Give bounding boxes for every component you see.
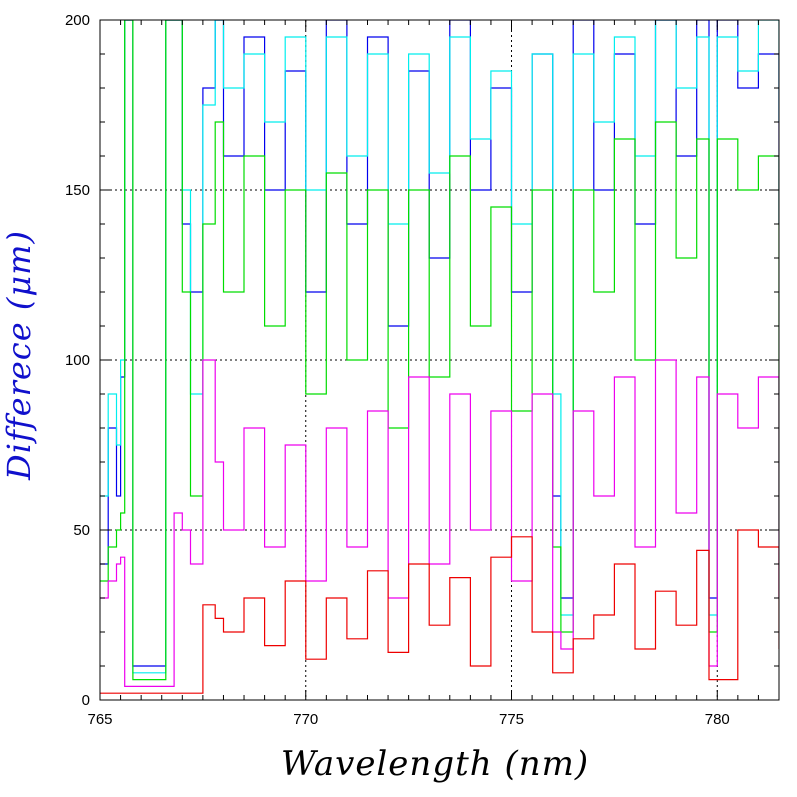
series-line-4 (100, 529, 779, 694)
x-axis-title: Wavelength (nm) (281, 744, 589, 784)
y-tick-label: 0 (82, 692, 90, 709)
y-tick-label: 50 (73, 522, 90, 539)
axis-ticks (99, 19, 780, 701)
grid-lines (100, 20, 779, 700)
series-line-1 (100, 20, 779, 674)
y-tick-label: 200 (65, 12, 90, 29)
x-tick-label: 765 (87, 711, 112, 728)
series-line-3 (100, 359, 779, 687)
tick-labels: 0 50 100 150 200 765 770 775 780 (65, 12, 730, 728)
series-layer (100, 20, 779, 694)
series-line-0 (100, 20, 779, 667)
x-tick-label: 770 (293, 711, 318, 728)
y-axis-title: Differece (μm) (0, 230, 38, 481)
y-tick-label: 150 (65, 182, 90, 199)
x-tick-label: 780 (705, 711, 730, 728)
x-tick-label: 775 (499, 711, 524, 728)
y-tick-label: 100 (65, 352, 90, 369)
series-line-2 (100, 20, 779, 681)
